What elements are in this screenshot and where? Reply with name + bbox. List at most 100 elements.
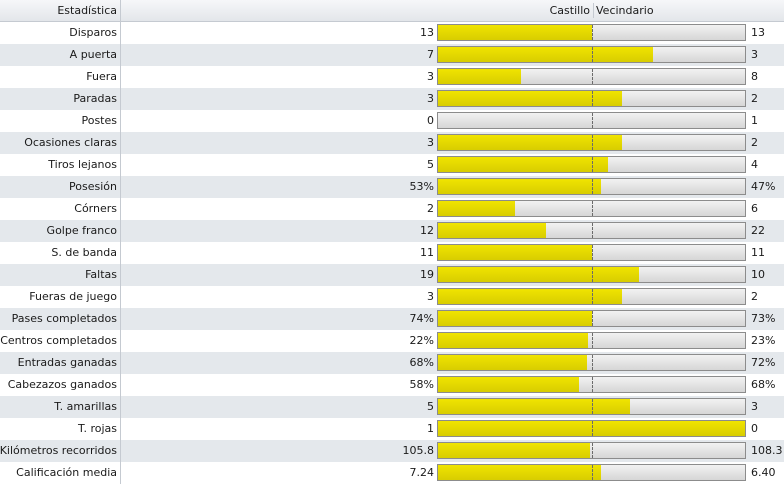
stat-label-cell: Cabezazos ganados — [0, 374, 121, 396]
stat-label: Fuera — [86, 70, 117, 83]
comparison-bar — [437, 90, 746, 107]
home-value: 2 — [427, 202, 434, 215]
home-value: 53% — [409, 180, 434, 193]
comparison-bar — [437, 68, 746, 85]
stat-label-cell: Pases completados — [0, 308, 121, 330]
home-value: 22% — [409, 334, 434, 347]
midpoint-marker — [591, 113, 593, 128]
stat-row: Ocasiones claras 3 2 — [0, 132, 784, 154]
stat-label-cell: Posesión — [0, 176, 121, 198]
comparison-bar — [437, 310, 746, 327]
midpoint-marker — [591, 333, 593, 348]
home-share-fill — [438, 69, 521, 84]
home-value: 68% — [409, 356, 434, 369]
stat-row: S. de banda 11 11 — [0, 242, 784, 264]
stat-row: Calificación media 7.24 6.40 — [0, 462, 784, 484]
home-share-fill — [438, 157, 609, 172]
stat-row: Pases completados 74% 73% — [0, 308, 784, 330]
header-away-team[interactable]: Vecindario — [596, 4, 654, 17]
home-share-fill — [438, 355, 588, 370]
comparison-bar — [437, 178, 746, 195]
home-value: 5 — [427, 400, 434, 413]
stat-label-cell: Faltas — [0, 264, 121, 286]
midpoint-marker — [591, 267, 593, 282]
comparison-bar — [437, 134, 746, 151]
away-value: 22 — [751, 224, 765, 237]
midpoint-marker — [591, 135, 593, 150]
away-value: 13 — [751, 26, 765, 39]
home-value: 13 — [420, 26, 434, 39]
midpoint-marker — [591, 355, 593, 370]
table-header: Estadística Castillo Vecindario — [0, 0, 784, 22]
home-value: 19 — [420, 268, 434, 281]
away-value: 68% — [751, 378, 776, 391]
midpoint-marker — [591, 465, 593, 480]
home-share-fill — [438, 333, 589, 348]
home-value: 7 — [427, 48, 434, 61]
away-value: 2 — [751, 290, 758, 303]
home-share-fill — [438, 135, 623, 150]
away-value: 4 — [751, 158, 758, 171]
header-home-team[interactable]: Castillo — [549, 4, 590, 17]
header-stat-column[interactable]: Estadística — [0, 0, 121, 21]
stat-row: Entradas ganadas 68% 72% — [0, 352, 784, 374]
stat-row: Postes 0 1 — [0, 110, 784, 132]
stat-label: Centros completados — [0, 334, 117, 347]
comparison-bar — [437, 442, 746, 459]
stat-label: Fueras de juego — [29, 290, 117, 303]
comparison-bar — [437, 222, 746, 239]
stat-label: T. rojas — [78, 422, 117, 435]
away-value: 11 — [751, 246, 765, 259]
stat-label: Faltas — [85, 268, 117, 281]
home-value: 105.8 — [402, 444, 435, 457]
stat-label-cell: Paradas — [0, 88, 121, 110]
away-value: 1 — [751, 114, 758, 127]
stat-row: Posesión 53% 47% — [0, 176, 784, 198]
stat-label-cell: Fuera — [0, 66, 121, 88]
header-separator — [593, 3, 594, 18]
home-share-fill — [438, 201, 515, 216]
comparison-bar — [437, 24, 746, 41]
home-share-fill — [438, 267, 640, 282]
stat-row: Córners 2 6 — [0, 198, 784, 220]
home-share-fill — [438, 399, 630, 414]
midpoint-marker — [591, 377, 593, 392]
midpoint-marker — [591, 201, 593, 216]
midpoint-marker — [591, 25, 593, 40]
stat-label: Disparos — [69, 26, 117, 39]
away-value: 6 — [751, 202, 758, 215]
away-value: 2 — [751, 92, 758, 105]
midpoint-marker — [591, 443, 593, 458]
stat-label-cell: Golpe franco — [0, 220, 121, 242]
away-value: 73% — [751, 312, 776, 325]
stat-label: Ocasiones claras — [24, 136, 117, 149]
comparison-bar — [437, 354, 746, 371]
home-value: 1 — [427, 422, 434, 435]
stat-row: T. rojas 1 0 — [0, 418, 784, 440]
away-value: 2 — [751, 136, 758, 149]
away-value: 47% — [751, 180, 776, 193]
stat-row: Paradas 3 2 — [0, 88, 784, 110]
away-value: 0 — [751, 422, 758, 435]
midpoint-marker — [591, 311, 593, 326]
home-share-fill — [438, 25, 592, 40]
home-value: 11 — [420, 246, 434, 259]
stat-row: Golpe franco 12 22 — [0, 220, 784, 242]
home-share-fill — [438, 91, 623, 106]
stat-label: Entradas ganadas — [17, 356, 117, 369]
away-value: 8 — [751, 70, 758, 83]
home-share-fill — [438, 443, 590, 458]
stat-row: Fueras de juego 3 2 — [0, 286, 784, 308]
home-value: 0 — [427, 114, 434, 127]
midpoint-marker — [591, 91, 593, 106]
home-value: 58% — [409, 378, 434, 391]
midpoint-marker — [591, 179, 593, 194]
stat-label-cell: Fueras de juego — [0, 286, 121, 308]
comparison-bar — [437, 266, 746, 283]
stat-row: Kilómetros recorridos 105.8 108.3 — [0, 440, 784, 462]
stat-label-cell: Entradas ganadas — [0, 352, 121, 374]
stat-label-cell: Calificación media — [0, 462, 121, 484]
stat-label-cell: T. rojas — [0, 418, 121, 440]
comparison-bar — [437, 112, 746, 129]
